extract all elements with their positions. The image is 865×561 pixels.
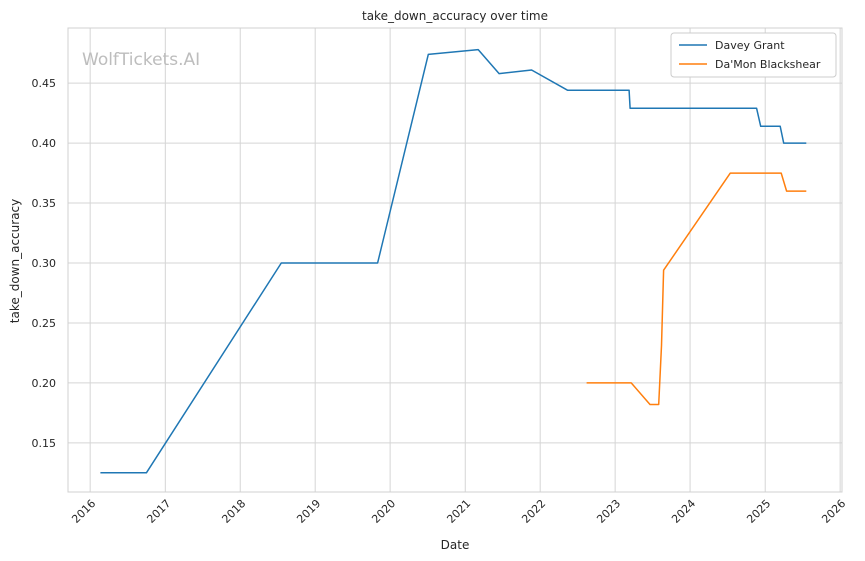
y-tick-label: 0.40 bbox=[32, 137, 57, 150]
series-line-davey-grant bbox=[100, 48, 807, 474]
legend-label-davey-grant: Davey Grant bbox=[715, 39, 785, 52]
y-tick-label: 0.15 bbox=[32, 437, 57, 450]
y-tick-label: 0.45 bbox=[32, 77, 57, 90]
legend-box bbox=[670, 32, 837, 78]
plot-frame bbox=[67, 27, 843, 493]
grid bbox=[68, 28, 842, 492]
y-axis-title: take_down_accuracy bbox=[8, 199, 22, 323]
series-lines bbox=[100, 48, 807, 474]
legend: Davey Grant Da'Mon Blackshear bbox=[670, 32, 837, 78]
y-tick-label: 0.30 bbox=[32, 257, 57, 270]
series-line-da-mon-blackshear bbox=[586, 172, 807, 406]
watermark: WolfTickets.AI bbox=[82, 50, 200, 70]
legend-label-damon-blackshear: Da'Mon Blackshear bbox=[715, 58, 821, 71]
chart-title: take_down_accuracy over time bbox=[362, 9, 548, 23]
x-axis-title: Date bbox=[441, 538, 470, 552]
y-tick-label: 0.35 bbox=[32, 197, 57, 210]
y-tick-label: 0.25 bbox=[32, 317, 57, 330]
y-axis-ticks: 0.15 0.20 0.25 0.30 0.35 0.40 0.45 bbox=[32, 77, 57, 450]
y-tick-label: 0.20 bbox=[32, 377, 57, 390]
